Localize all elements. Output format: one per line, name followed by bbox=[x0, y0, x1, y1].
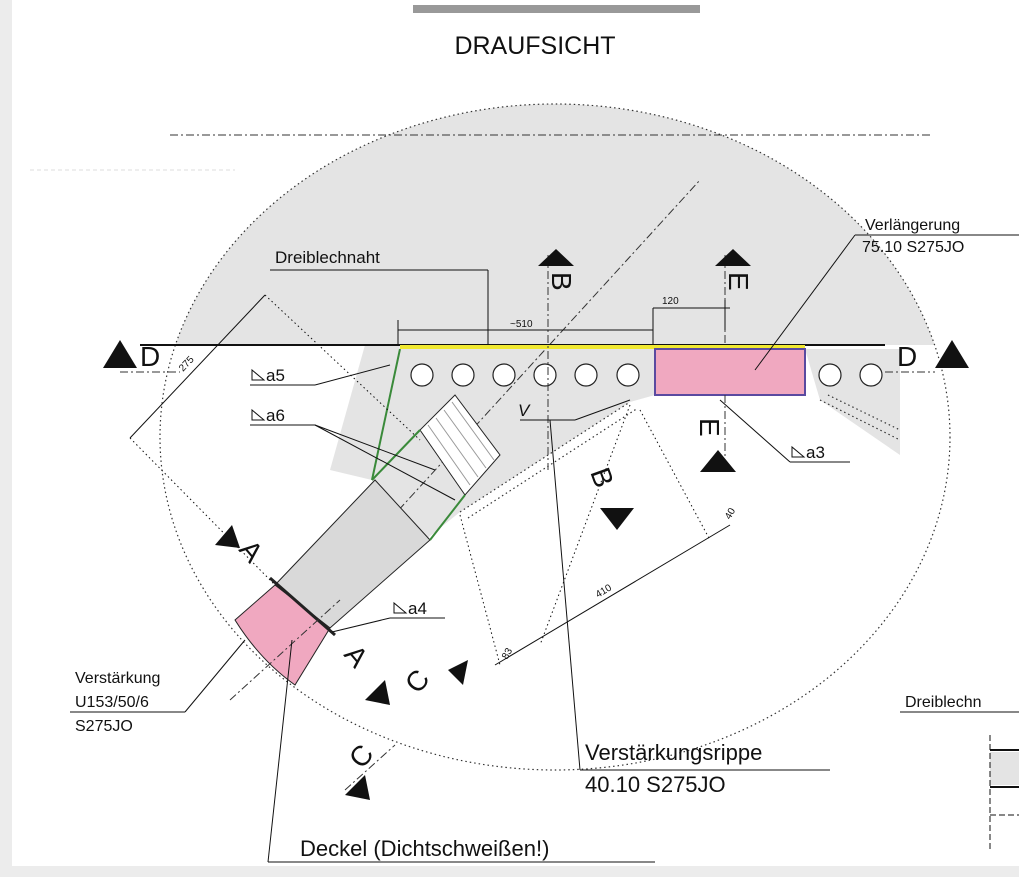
drawing-rect bbox=[990, 752, 1019, 785]
label: 75.10 S275JO bbox=[862, 239, 964, 256]
label: Verstärkung bbox=[75, 670, 160, 687]
section-letter: E bbox=[694, 418, 725, 437]
drawing-circle bbox=[534, 364, 556, 386]
extension-plate bbox=[655, 349, 805, 395]
weld-label: a3 bbox=[806, 443, 825, 462]
label: V bbox=[518, 401, 531, 420]
label: S275JO bbox=[75, 718, 133, 735]
weld-label: a4 bbox=[408, 599, 427, 618]
drawing-circle bbox=[411, 364, 433, 386]
drawing-circle bbox=[575, 364, 597, 386]
drawing-circle bbox=[452, 364, 474, 386]
section-letter: B bbox=[546, 272, 577, 291]
header-bar bbox=[413, 5, 700, 13]
label: 40.10 S275JO bbox=[585, 772, 726, 797]
page: DRAUFSICHT Dreiblechnaht Verlängerung 75… bbox=[0, 0, 1019, 877]
drawing: DRAUFSICHT Dreiblechnaht Verlängerung 75… bbox=[0, 0, 1019, 877]
dimension: ~510 bbox=[510, 319, 533, 330]
label: U153/50/6 bbox=[75, 694, 149, 711]
drawing-circle bbox=[860, 364, 882, 386]
section-letter: D bbox=[897, 341, 917, 372]
drawing-circle bbox=[493, 364, 515, 386]
drawing-circle bbox=[819, 364, 841, 386]
label: Verstärkungsrippe bbox=[585, 740, 762, 765]
section-letter: D bbox=[140, 341, 160, 372]
title: DRAUFSICHT bbox=[454, 32, 615, 60]
label: Dreiblechn bbox=[905, 694, 981, 711]
section-letter: E bbox=[723, 272, 754, 291]
dimension: 120 bbox=[662, 296, 679, 307]
drawing-circle bbox=[617, 364, 639, 386]
weld-label: a6 bbox=[266, 406, 285, 425]
label: Dreiblechnaht bbox=[275, 248, 380, 267]
weld-label: a5 bbox=[266, 366, 285, 385]
label: Verlängerung bbox=[865, 217, 960, 234]
label: Deckel (Dichtschweißen!) bbox=[300, 836, 549, 861]
